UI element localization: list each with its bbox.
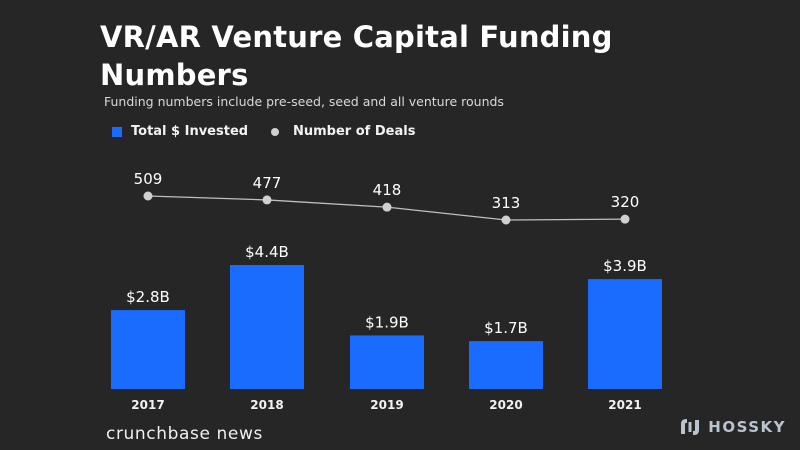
source-label: crunchbase news <box>106 424 263 444</box>
x-tick-label-2020: 2020 <box>489 398 522 412</box>
legend-label-invested: Total $ Invested <box>131 124 249 139</box>
bar-value-label-2020: $1.7B <box>484 319 528 337</box>
deals-point-2021 <box>620 214 630 224</box>
bar-value-label-2021: $3.9B <box>603 257 647 275</box>
chart-title-line-2: Numbers <box>100 58 249 92</box>
deals-value-label-2021: 320 <box>611 193 640 211</box>
deals-point-2017 <box>143 191 153 201</box>
x-tick-label-2019: 2019 <box>370 398 403 412</box>
x-tick-label-2017: 2017 <box>131 398 164 412</box>
deals-point-2019 <box>382 202 392 212</box>
hossky-logo-icon <box>681 419 700 435</box>
deals-value-label-2020: 313 <box>492 194 521 212</box>
deals-point-2018 <box>262 195 272 205</box>
chart-legend: Total $ Invested Number of Deals <box>0 124 800 140</box>
legend-label-deals: Number of Deals <box>293 124 416 139</box>
deals-value-label-2017: 509 <box>134 170 163 188</box>
bar-2018 <box>230 265 304 389</box>
legend-swatch-bar <box>112 126 122 137</box>
bar-2017 <box>111 310 185 389</box>
watermark-logo: HOSSKY <box>678 416 786 438</box>
legend-item-invested: Total $ Invested <box>112 124 248 139</box>
bar-value-label-2017: $2.8B <box>126 288 170 306</box>
bar-value-label-2019: $1.9B <box>365 313 409 331</box>
bar-2019 <box>350 335 424 389</box>
legend-swatch-line <box>266 127 284 137</box>
chart-title-line-1: VR/AR Venture Capital Funding <box>100 20 613 54</box>
x-tick-label-2021: 2021 <box>608 398 641 412</box>
deals-point-2020 <box>501 215 511 225</box>
deals-value-label-2018: 477 <box>253 174 282 192</box>
deals-value-label-2019: 418 <box>373 181 402 199</box>
chart-subtitle: Funding numbers include pre-seed, seed a… <box>104 94 504 109</box>
x-tick-label-2018: 2018 <box>250 398 283 412</box>
bar-2021 <box>588 279 662 389</box>
legend-item-deals: Number of Deals <box>266 124 415 139</box>
watermark-text: HOSSKY <box>708 418 786 436</box>
chart-title: VR/AR Venture Capital Funding Numbers <box>100 18 620 94</box>
bar-value-label-2018: $4.4B <box>245 243 289 261</box>
bar-2020 <box>469 341 543 389</box>
